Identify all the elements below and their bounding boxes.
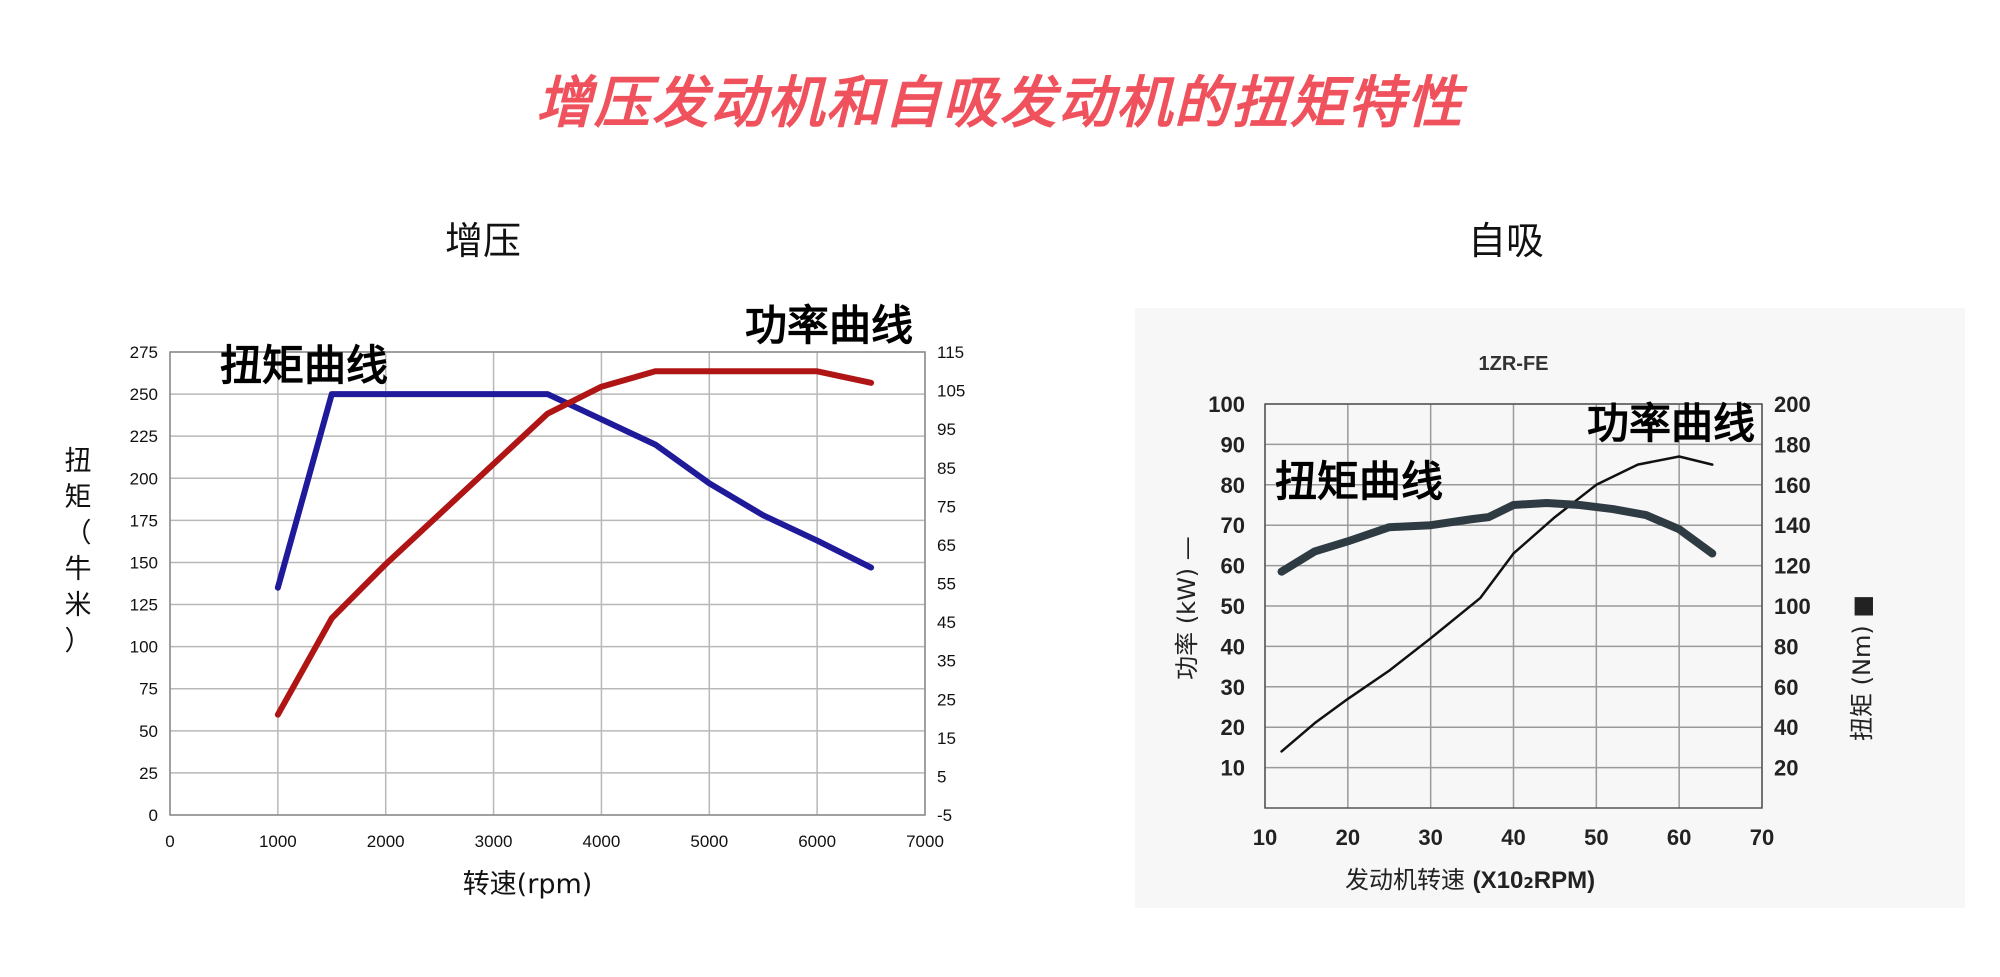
y-left-axis-label-char: 扭 xyxy=(65,446,92,477)
y-left-tick-label: 20 xyxy=(1221,715,1245,740)
y-left-tick-label: 0 xyxy=(149,806,158,825)
y-right-tick-label: 5 xyxy=(937,767,946,786)
y-right-tick-label: 115 xyxy=(937,343,964,362)
y-left-axis-label-char: （ xyxy=(65,518,92,549)
x-axis-label-main: 发动机转速 xyxy=(1345,866,1473,894)
turbo-chart-label: 增压 xyxy=(445,219,522,263)
x-tick-label: 4000 xyxy=(583,832,621,851)
y-left-tick-label: 275 xyxy=(130,343,158,362)
y-right-tick-label: 105 xyxy=(937,382,965,401)
y-left-tick-label: 60 xyxy=(1221,554,1245,579)
x-tick-label: 10 xyxy=(1253,825,1277,850)
y-right-tick-label: 80 xyxy=(1774,634,1798,659)
y-left-tick-label: 10 xyxy=(1221,756,1245,781)
y-left-tick-label: 250 xyxy=(130,385,158,404)
y-right-axis-label: 扭矩 (Nm) ■ xyxy=(1848,595,1876,741)
x-tick-label: 2000 xyxy=(367,832,405,851)
y-left-tick-label: 30 xyxy=(1221,675,1245,700)
y-left-axis-label: 功率 (kW) — xyxy=(1173,536,1201,680)
x-tick-label: 70 xyxy=(1750,825,1774,850)
y-right-tick-label: 75 xyxy=(937,497,956,516)
y-right-tick-label: 45 xyxy=(937,613,956,632)
y-right-tick-label: -5 xyxy=(937,806,952,825)
turbo-chart: 0 1000 2000 3000 4000 5000 6000 7000 0 25 50 75 100 1… xyxy=(65,301,991,900)
x-tick-label: 3000 xyxy=(475,832,513,851)
y-right-axis-label-char: 瓦 xyxy=(990,610,991,641)
y-right-tick-label: 25 xyxy=(937,690,956,709)
plot-frame xyxy=(1264,403,1763,809)
y-left-tick-label: 175 xyxy=(130,511,158,530)
y-right-tick-label: 95 xyxy=(937,420,956,439)
y-right-tick-label: 40 xyxy=(1774,715,1798,740)
y-left-tick-label: 25 xyxy=(139,764,158,783)
y-right-tick-label: 60 xyxy=(1774,675,1798,700)
x-tick-label: 50 xyxy=(1584,825,1608,850)
y-right-tick-label: 140 xyxy=(1774,513,1811,538)
y-right-axis-label-char: 千 xyxy=(990,574,991,605)
y-right-tick-label: 160 xyxy=(1774,473,1811,498)
y-right-tick-label: 35 xyxy=(937,652,956,671)
na-chart: 1ZR-FE 10 20 30 40 50 60 70 10 20 30 40 50 60 70 80 90 10… xyxy=(1135,308,1965,908)
x-tick-label: 0 xyxy=(165,832,174,851)
x-tick-label: 40 xyxy=(1501,825,1525,850)
y-right-tick-label: 85 xyxy=(937,459,956,478)
y-left-tick-label: 70 xyxy=(1221,513,1245,538)
y-left-axis-label-char: ） xyxy=(65,626,92,657)
y-right-axis-label-char: 率 xyxy=(990,502,991,533)
y-left-tick-label: 40 xyxy=(1221,634,1245,659)
y-right-tick-label: 15 xyxy=(937,729,956,748)
x-axis-label: 发动机转速 (X102RPM) xyxy=(1345,866,1595,894)
y-left-tick-label: 50 xyxy=(1221,594,1245,619)
page-title: 增压发动机和自吸发动机的扭矩特性 xyxy=(536,71,1464,136)
y-left-axis-label-char: 矩 xyxy=(65,482,92,513)
x-tick-label: 60 xyxy=(1667,825,1691,850)
x-tick-label: 7000 xyxy=(906,832,944,851)
x-tick-label: 30 xyxy=(1418,825,1442,850)
y-right-tick-label: 100 xyxy=(1774,594,1811,619)
plot-frame xyxy=(169,351,926,816)
y-left-tick-label: 150 xyxy=(130,553,158,572)
x-tick-label: 6000 xyxy=(798,832,836,851)
torque-curve-annotation: 扭矩曲线 xyxy=(1275,457,1443,506)
y-left-axis-label-char: 米 xyxy=(65,590,92,621)
torque-series-line xyxy=(1277,498,1717,576)
y-left-tick-label: 225 xyxy=(130,427,158,446)
power-series-line xyxy=(274,368,875,718)
y-left-tick-label: 200 xyxy=(130,469,158,488)
y-right-axis-label-char: 功 xyxy=(990,466,991,497)
y-left-tick-label: 80 xyxy=(1221,473,1245,498)
chart-title: 1ZR-FE xyxy=(1479,353,1549,375)
x-tick-label: 1000 xyxy=(259,832,297,851)
torque-curve-annotation: 扭矩曲线 xyxy=(220,341,388,390)
y-left-axis-label-char: 牛 xyxy=(65,554,92,585)
power-curve-annotation: 功率曲线 xyxy=(745,301,913,350)
y-left-tick-label: 50 xyxy=(139,722,158,741)
y-right-tick-label: 20 xyxy=(1774,756,1798,781)
x-tick-label: 20 xyxy=(1336,825,1360,850)
x-axis-label-unit-sub: 2 xyxy=(1523,874,1533,892)
y-right-tick-label: 200 xyxy=(1774,392,1811,417)
y-right-tick-label: 120 xyxy=(1774,554,1811,579)
y-right-axis-label-char: （ xyxy=(990,538,991,569)
y-right-tick-label: 65 xyxy=(937,536,956,555)
y-right-axis-label-char: ） xyxy=(990,646,991,677)
x-axis-label-unit: (X10 xyxy=(1473,867,1524,894)
y-left-tick-label: 100 xyxy=(1208,392,1245,417)
y-right-tick-label: 180 xyxy=(1774,432,1811,457)
y-left-tick-label: 75 xyxy=(139,680,158,699)
na-chart-label: 自吸 xyxy=(1468,219,1545,263)
y-left-tick-label: 100 xyxy=(130,638,158,657)
x-tick-label: 5000 xyxy=(690,832,728,851)
y-left-tick-label: 90 xyxy=(1221,432,1245,457)
x-axis-label: 转速(rpm) xyxy=(463,869,593,900)
torque-series-line xyxy=(274,391,875,591)
y-left-tick-label: 125 xyxy=(130,596,158,615)
power-series-line xyxy=(1280,455,1714,753)
y-right-tick-label: 55 xyxy=(937,575,956,594)
chart-background xyxy=(1135,308,1965,908)
x-axis-label-unit-end: RPM) xyxy=(1534,867,1595,894)
power-curve-annotation: 功率曲线 xyxy=(1587,399,1755,448)
